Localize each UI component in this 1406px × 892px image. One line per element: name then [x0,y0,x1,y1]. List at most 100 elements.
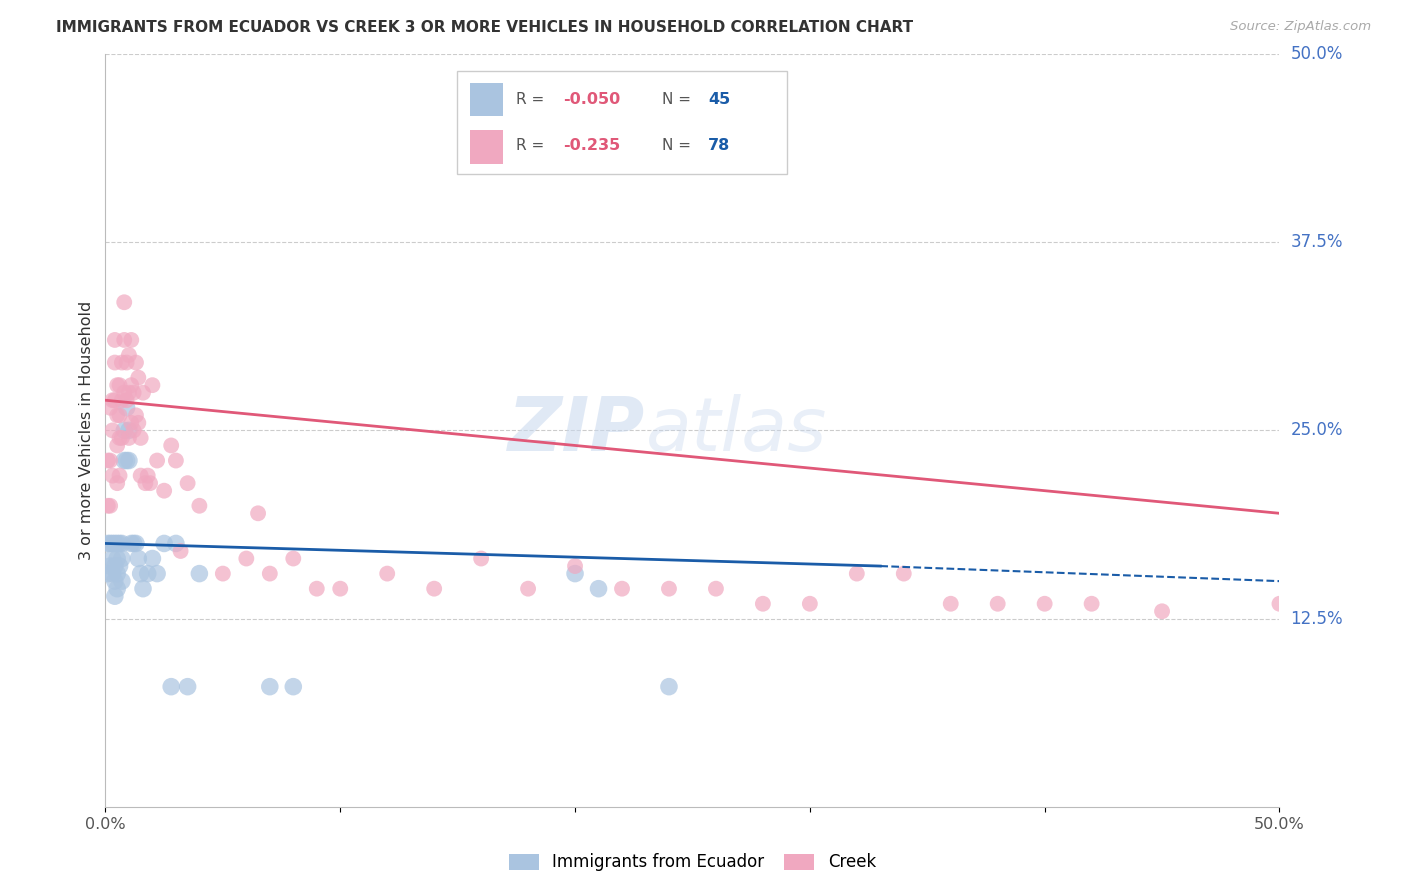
Point [115,393,138,408]
Point [247,506,270,520]
Point [127,370,149,384]
Point [564,566,586,581]
Point [111,574,134,589]
Point [211,566,233,581]
Text: -0.050: -0.050 [562,92,620,107]
Point [153,536,176,550]
Point [104,589,127,603]
Point [658,582,681,596]
Point [101,536,124,550]
Point [105,438,128,452]
Point [97,453,120,467]
Point [112,385,135,400]
Point [283,551,305,566]
Point [610,582,633,596]
Point [115,453,138,467]
Point [104,536,127,550]
Text: Source: ZipAtlas.com: Source: ZipAtlas.com [1230,20,1371,33]
Point [104,574,127,589]
Point [136,566,159,581]
Point [108,378,131,392]
Point [235,551,257,566]
Point [1150,604,1173,618]
Point [105,536,128,550]
Point [104,355,127,369]
Text: 37.5%: 37.5% [1291,233,1343,251]
Point [111,536,134,550]
Point [122,385,145,400]
Text: IMMIGRANTS FROM ECUADOR VS CREEK 3 OR MORE VEHICLES IN HOUSEHOLD CORRELATION CHA: IMMIGRANTS FROM ECUADOR VS CREEK 3 OR MO… [56,20,914,35]
Point [111,551,134,566]
Point [98,499,121,513]
Point [987,597,1010,611]
FancyBboxPatch shape [457,71,787,174]
Point [470,551,492,566]
Point [127,416,149,430]
Point [98,536,121,550]
Point [141,378,163,392]
Text: atlas: atlas [645,394,827,467]
Point [283,680,305,694]
Point [517,582,540,596]
Point [259,566,281,581]
Point [105,566,128,581]
Point [893,566,915,581]
Bar [470,83,503,117]
Point [136,468,159,483]
Point [129,468,152,483]
Point [375,566,398,581]
Point [146,566,169,581]
Point [134,476,156,491]
Point [139,476,162,491]
Point [97,499,120,513]
Point [939,597,962,611]
Point [132,582,155,596]
Point [259,680,281,694]
Point [112,424,135,438]
Text: R =: R = [516,92,544,107]
Point [658,680,681,694]
Point [160,438,183,452]
Legend: Immigrants from Ecuador, Creek: Immigrants from Ecuador, Creek [502,847,883,878]
Point [101,393,124,408]
Point [118,431,141,445]
Point [165,453,187,467]
Point [104,333,127,347]
Point [125,536,148,550]
Point [118,453,141,467]
Point [112,333,135,347]
Point [118,348,141,362]
Point [101,468,124,483]
Point [120,416,142,430]
Point [108,468,131,483]
Point [188,566,211,581]
Point [105,476,128,491]
Point [120,333,142,347]
Point [165,536,187,550]
Point [112,295,135,310]
Point [105,378,128,392]
Point [188,499,211,513]
Point [127,551,149,566]
Point [122,424,145,438]
Point [704,582,727,596]
Point [97,536,120,550]
Point [98,559,121,574]
Point [118,424,141,438]
Point [329,582,352,596]
Text: 78: 78 [709,138,730,153]
Point [176,680,198,694]
Point [146,453,169,467]
Point [98,401,121,415]
Point [141,551,163,566]
Text: 25.0%: 25.0% [1291,421,1343,440]
Point [799,597,821,611]
Point [111,431,134,445]
Point [97,566,120,581]
Text: -0.235: -0.235 [562,138,620,153]
Point [120,536,142,550]
Text: N =: N = [662,92,690,107]
Point [112,453,135,467]
Point [108,536,131,550]
Point [564,559,586,574]
